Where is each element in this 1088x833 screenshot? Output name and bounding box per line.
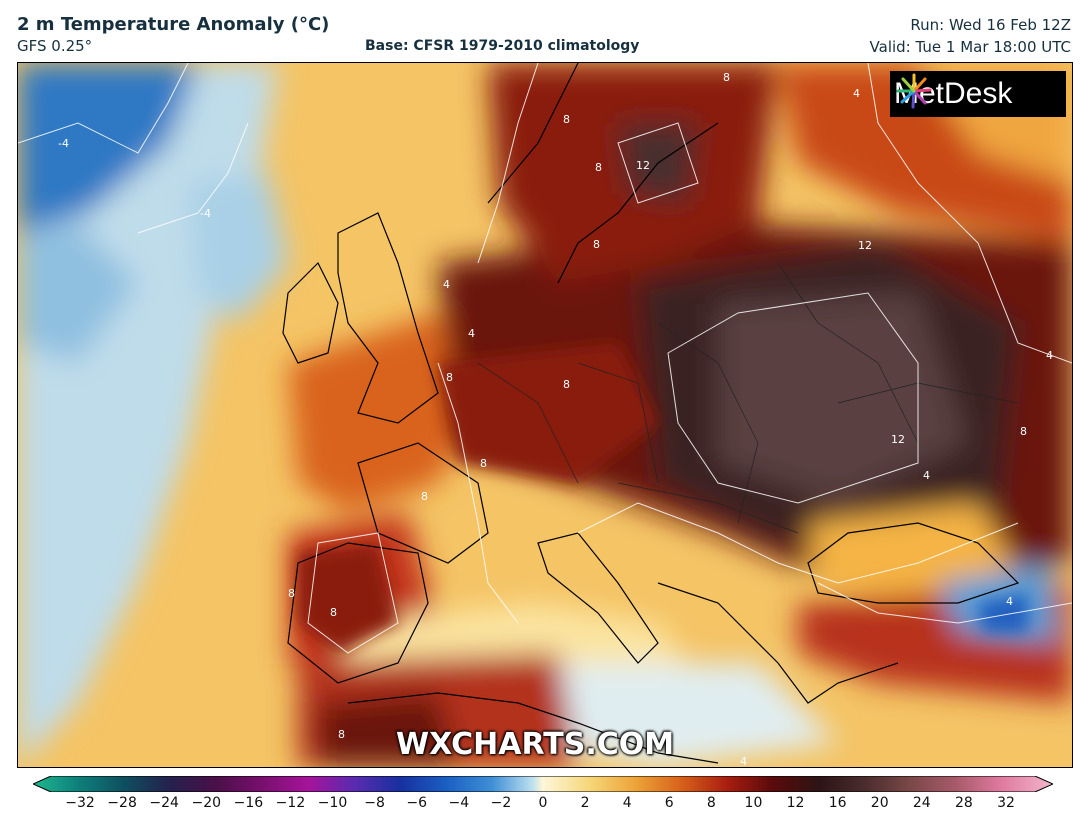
contour-label: 8 <box>330 606 337 619</box>
colorbar <box>33 776 1053 792</box>
climatology-base-label: Base: CFSR 1979-2010 climatology <box>365 38 640 54</box>
contour-label: 8 <box>563 378 570 391</box>
contour-lines <box>18 63 1072 654</box>
scandinavia-outline <box>487 63 719 284</box>
contour-label: 8 <box>446 371 453 384</box>
run-time-label: Run: Wed 16 Feb 12Z <box>910 16 1071 34</box>
contour-label: 4 <box>853 87 860 100</box>
colorbar-tick-label: −4 <box>448 795 470 811</box>
contour-label: 8 <box>338 728 345 741</box>
colorbar-tick-label: 2 <box>580 795 590 811</box>
contour-label: 4 <box>1006 595 1013 608</box>
contour-label: -4 <box>58 137 69 150</box>
contour-label: -4 <box>200 207 211 220</box>
contour-label: 12 <box>858 239 872 252</box>
contour-label: 4 <box>1046 349 1053 362</box>
contour-label: 4 <box>923 469 930 482</box>
colorbar-tick-label: −16 <box>233 795 264 811</box>
colorbar-tick-label: −32 <box>65 795 95 811</box>
colorbar-tick-label: −28 <box>107 795 137 811</box>
model-label: GFS 0.25° <box>17 37 93 55</box>
contour-label: 4 <box>443 278 450 291</box>
colorbar-tick-label: −10 <box>317 795 348 811</box>
colorbar-tick-label: 0 <box>538 795 548 811</box>
contour-label: 8 <box>563 113 570 126</box>
italy-outline <box>537 532 659 664</box>
colorbar-tick-label: 32 <box>997 795 1015 811</box>
great-britain-outline <box>337 212 439 424</box>
colorbar-tick-label: −20 <box>191 795 222 811</box>
colorbar-tick-label: 4 <box>622 795 632 811</box>
black-sea-outline <box>807 522 1020 604</box>
colorbar-tick-label: −24 <box>149 795 179 811</box>
colorbar-tick-label: 28 <box>954 795 973 811</box>
colorbar-tick-label: −12 <box>275 795 306 811</box>
map-title: 2 m Temperature Anomaly (°C) <box>17 14 330 35</box>
ireland-outline <box>282 261 339 364</box>
wxcharts-watermark: WXCHARTS.COM <box>396 727 675 762</box>
contour-label: 8 <box>723 71 730 84</box>
contour-label: 12 <box>891 433 905 446</box>
colorbar-tick-label: 20 <box>870 795 889 811</box>
valid-time-label: Valid: Tue 1 Mar 18:00 UTC <box>869 38 1071 56</box>
colorbar-tick-label: 12 <box>786 795 805 811</box>
north-atlantic-cold-area <box>18 63 198 233</box>
iberia-outline <box>287 542 429 684</box>
contour-label: 8 <box>288 587 295 600</box>
metdesk-logo: MetDesk <box>890 71 1066 117</box>
colorbar-tick-label: 10 <box>744 795 763 811</box>
map-canvas: -4 -4 4 4 4 8 8 8 8 8 8 8 8 8 8 12 12 12… <box>18 63 1072 767</box>
colorbar-tick-label: 6 <box>664 795 674 811</box>
colorbar-ramp <box>33 776 1053 792</box>
colorbar-ticks: −32 −28 −24 −20 −16 −12 −10 −8 −6 −4 −2 0 2 4 6 8 10 12 16… <box>0 795 1088 815</box>
anomaly-map: -4 -4 4 4 4 8 8 8 8 8 8 8 8 8 8 12 12 12… <box>17 62 1073 768</box>
contour-label: 4 <box>740 755 747 767</box>
colorbar-tick-label: −2 <box>490 795 512 811</box>
colorbar-tick-label: −6 <box>406 795 428 811</box>
country-borders <box>477 262 1019 534</box>
colorbar-tick-label: 16 <box>828 795 847 811</box>
contour-label-group: -4 -4 4 4 4 8 8 8 8 8 8 8 8 8 8 12 12 12… <box>58 71 1053 767</box>
balkans-coast <box>657 582 899 704</box>
colorbar-tick-label: −8 <box>364 795 385 811</box>
north-africa-coast <box>347 692 719 764</box>
colorbar-tick-label: 8 <box>706 795 716 811</box>
contour-label: 8 <box>480 457 487 470</box>
metdesk-burst-icon <box>896 73 932 109</box>
contour-label: 12 <box>636 159 650 172</box>
contour-label: 8 <box>1020 425 1027 438</box>
contour-label: 8 <box>593 238 600 251</box>
contour-label: 8 <box>421 490 428 503</box>
contour-label: 8 <box>595 161 602 174</box>
colorbar-tick-label: 24 <box>912 795 931 811</box>
coastlines <box>282 63 1020 764</box>
contour-label: 4 <box>468 327 475 340</box>
